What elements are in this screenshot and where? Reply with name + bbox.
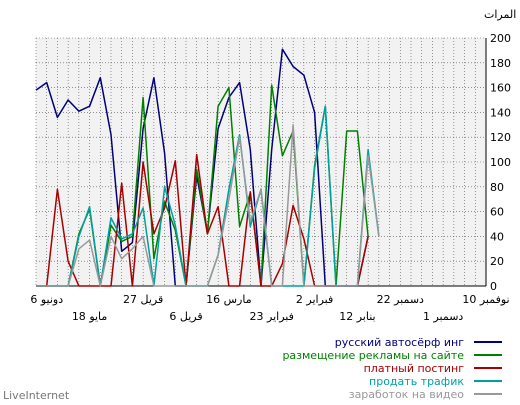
x-tick-label-upper-1: 27 قريل xyxy=(123,293,163,306)
series-line-2 xyxy=(36,153,369,287)
x-tick-labels: 6 دونيو 27 قريل 16 مارس 2 فبراير 22 دسمبر 10 … xyxy=(30,293,509,323)
x-tick-label-lower-4: 1 دسمبر xyxy=(423,310,463,323)
x-tick-label-lower-3: 12 بنابر xyxy=(339,310,375,323)
legend-label-1: размещение рекламы на сайте xyxy=(282,349,464,362)
x-tick-label-upper-4: 22 دسمبر xyxy=(377,293,424,306)
x-tick-label-upper-5: 10 نوفمبر xyxy=(462,293,509,306)
y-tick-label-3: 60 xyxy=(490,206,504,219)
y-tick-labels: 0 20 40 60 80 100 120 140 160 180 200 xyxy=(490,32,511,293)
y-tick-label-5: 100 xyxy=(490,156,511,169)
legend-label-2: платный постинг xyxy=(364,362,465,375)
y-tick-label-2: 40 xyxy=(490,230,504,243)
y-tick-label-0: 0 xyxy=(490,280,497,293)
y-tick-label-4: 80 xyxy=(490,181,504,194)
y-tick-label-1: 20 xyxy=(490,255,504,268)
series-line-4 xyxy=(36,124,380,287)
x-tick-label-upper-3: 2 فبراير xyxy=(296,293,333,306)
legend-label-3: продать трафик xyxy=(369,375,464,388)
y-axis-label: المرات xyxy=(484,8,516,21)
x-tick-label-upper-0: 6 دونيو xyxy=(30,293,63,306)
y-tick-label-9: 180 xyxy=(490,57,511,70)
watermark-label: LiveInternet xyxy=(3,389,70,402)
y-tick-label-8: 160 xyxy=(490,82,511,95)
x-tick-label-lower-0: 18 مايو xyxy=(72,310,108,323)
y-tick-label-7: 140 xyxy=(490,106,511,119)
legend-label-0: русский автосёрф инг xyxy=(335,336,464,349)
y-tick-label-10: 200 xyxy=(490,32,511,45)
series-lines xyxy=(35,48,380,287)
x-tick-label-lower-1: 6 قريل xyxy=(169,310,202,323)
x-tick-label-upper-2: 16 مارس xyxy=(206,293,252,306)
x-tick-label-lower-2: 23 فبراير xyxy=(250,310,294,323)
y-tick-label-6: 120 xyxy=(490,131,511,144)
legend-label-4: заработок на видео xyxy=(349,388,465,401)
